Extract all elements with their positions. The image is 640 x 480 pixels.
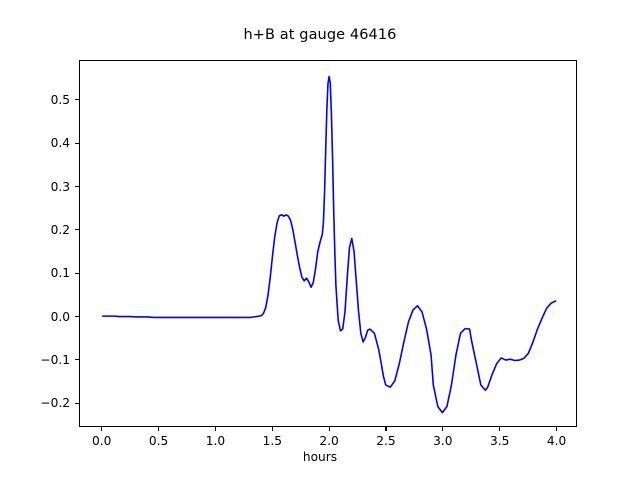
x-tick-mark <box>556 427 558 431</box>
y-tick-mark <box>75 186 79 188</box>
y-tick-label: −0.1 <box>40 352 70 367</box>
y-tick-label: 0.1 <box>50 266 70 281</box>
x-tick-label: 1.5 <box>262 434 282 448</box>
y-tick-label: −0.2 <box>40 396 70 411</box>
x-tick-label: 4.0 <box>546 434 567 448</box>
y-tick-label: 0.5 <box>50 92 70 107</box>
y-tick-mark <box>75 99 79 101</box>
y-tick-label: 0.4 <box>50 136 70 151</box>
y-tick-mark <box>75 142 79 144</box>
x-tick-mark <box>328 427 330 431</box>
x-tick-label: 0.0 <box>92 434 112 448</box>
y-tick-mark <box>75 316 79 318</box>
chart-title: h+B at gauge 46416 <box>243 27 397 43</box>
x-tick-mark <box>442 427 444 431</box>
x-axis-label: hours <box>302 450 338 464</box>
line-series-svg <box>101 75 557 414</box>
x-tick-mark <box>214 427 216 431</box>
data-line-h-plus-b <box>101 75 557 414</box>
x-tick-label: 0.5 <box>148 434 169 448</box>
x-tick-label: 2.0 <box>319 434 339 448</box>
x-tick-mark <box>158 427 160 431</box>
plot-area <box>79 60 577 427</box>
x-tick-mark <box>101 427 103 431</box>
x-tick-mark <box>385 427 387 431</box>
y-tick-mark <box>75 229 79 231</box>
y-tick-label: 0.3 <box>50 179 70 194</box>
y-tick-mark <box>75 272 79 274</box>
x-tick-label: 1.0 <box>205 434 226 448</box>
x-tick-label: 2.5 <box>376 434 396 448</box>
x-tick-mark <box>499 427 501 431</box>
x-tick-label: 3.5 <box>489 434 510 448</box>
x-tick-label: 3.0 <box>433 434 453 448</box>
y-tick-mark <box>75 359 79 361</box>
y-tick-label: 0.2 <box>50 222 70 237</box>
y-tick-label: 0.0 <box>50 309 70 324</box>
x-tick-mark <box>271 427 273 431</box>
y-tick-mark <box>75 402 79 404</box>
